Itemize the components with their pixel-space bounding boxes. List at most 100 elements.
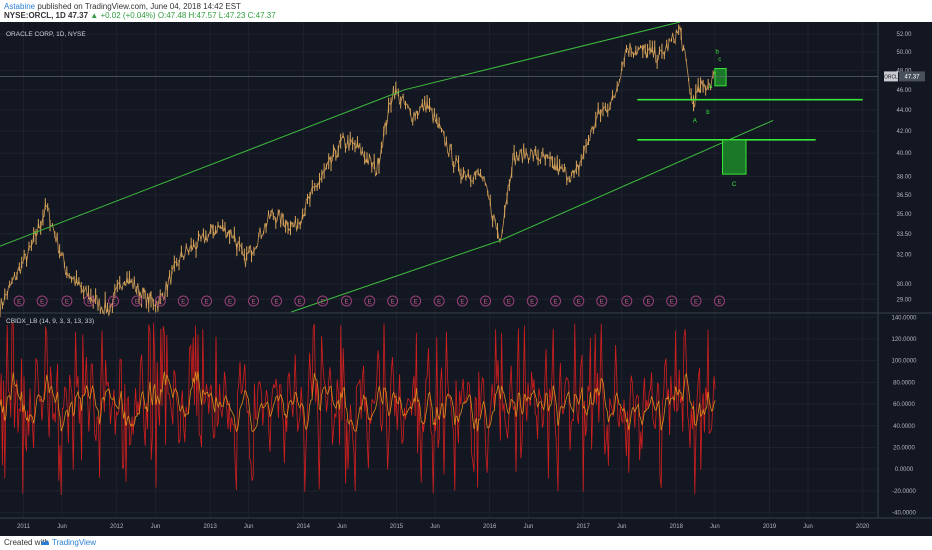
time-axis-tick: 2015 xyxy=(390,524,404,530)
earnings-marker xyxy=(108,295,120,307)
time-axis-tick: Jun xyxy=(524,524,534,530)
earnings-marker xyxy=(177,295,189,307)
symbol-tag: ORCL xyxy=(884,74,898,80)
last-price-box xyxy=(899,71,925,82)
time-axis-tick: Jun xyxy=(57,524,67,530)
price-series-group xyxy=(0,24,717,318)
earnings-marker-label: E xyxy=(646,300,650,306)
earnings-marker-label: E xyxy=(554,300,558,306)
wave-label: a xyxy=(709,84,713,90)
last-price: 47.37 xyxy=(68,11,89,20)
symbol-line: NYSE:ORCL, 1D 47.37 ▲ +0.02 (+0.04%) O:4… xyxy=(4,11,276,20)
earnings-marker xyxy=(433,295,445,307)
price-axis-tick: 48.00 xyxy=(896,68,912,74)
target-zone-box xyxy=(714,68,727,87)
price-axis-tick: 52.00 xyxy=(896,32,912,38)
earnings-marker xyxy=(294,295,306,307)
price-axis-tick: 36.50 xyxy=(896,193,912,199)
indicator-title: CBIDX_LB (14, 9, 3, 3, 13, 33) xyxy=(6,318,94,325)
price-axis-tick: 35.00 xyxy=(896,212,912,218)
indicator-axis-tick: -20.0000 xyxy=(892,489,916,495)
earnings-marker-label: E xyxy=(507,300,511,306)
earnings-marker-label: E xyxy=(625,300,629,306)
earnings-marker-label: E xyxy=(298,300,302,306)
earnings-marker-label: E xyxy=(368,300,372,306)
time-axis-tick: 2014 xyxy=(297,524,311,530)
earnings-marker-label: E xyxy=(135,300,139,306)
symbol-name: NYSE:ORCL, 1D xyxy=(4,11,66,20)
earnings-marker xyxy=(224,295,236,307)
publish-line: Astabine published on TradingView.com, J… xyxy=(4,2,241,11)
earnings-marker-label: E xyxy=(321,300,325,306)
earnings-marker xyxy=(270,295,282,307)
earnings-marker xyxy=(596,295,608,307)
earnings-marker-label: E xyxy=(530,300,534,306)
earnings-marker xyxy=(713,295,725,307)
earnings-marker-label: E xyxy=(484,300,488,306)
time-axis-tick: 2016 xyxy=(483,524,497,530)
price-axis-tick: 46.00 xyxy=(896,88,912,94)
earnings-marker xyxy=(666,295,678,307)
indicator-slow-line xyxy=(0,371,716,433)
earnings-marker xyxy=(201,295,213,307)
indicator-axis-tick: 120.0000 xyxy=(891,337,917,343)
target-zone-box xyxy=(722,139,747,175)
wave-label: A xyxy=(693,119,697,125)
time-axis-tick: 2019 xyxy=(763,524,777,530)
price-axis-tick: 42.00 xyxy=(896,129,912,135)
earnings-marker-label: E xyxy=(344,300,348,306)
time-axis-tick: Jun xyxy=(803,524,813,530)
indicator-axis-tick: -40.0000 xyxy=(892,511,916,517)
price-axis-tick: 30.00 xyxy=(896,282,912,288)
time-axis-tick: 2020 xyxy=(856,524,870,530)
earnings-marker xyxy=(36,295,48,307)
earnings-marker-label: E xyxy=(158,300,162,306)
earnings-marker xyxy=(154,295,166,307)
earnings-marker-label: E xyxy=(460,300,464,306)
created-with-label: Created with xyxy=(4,538,49,547)
earnings-marker xyxy=(456,295,468,307)
time-axis-tick: 2018 xyxy=(670,524,684,530)
earnings-marker xyxy=(83,295,95,307)
tradingview-logo-icon xyxy=(41,540,49,545)
earnings-marker-label: E xyxy=(437,300,441,306)
earnings-marker xyxy=(690,295,702,307)
earnings-marker xyxy=(248,295,260,307)
price-axis-tick: 38.00 xyxy=(896,175,912,181)
wave-label: b xyxy=(706,110,710,116)
indicator-fast-line xyxy=(0,322,716,496)
earnings-marker xyxy=(131,295,143,307)
time-axis-tick: Jun xyxy=(430,524,440,530)
earnings-marker-label: E xyxy=(112,300,116,306)
indicator-axis-tick: 0.0000 xyxy=(895,467,914,473)
indicator-axis-tick: 40.0000 xyxy=(893,424,915,430)
earnings-marker-label: E xyxy=(228,300,232,306)
time-axis-tick: 2012 xyxy=(110,524,124,530)
author-link[interactable]: Astabine xyxy=(4,2,36,11)
earnings-marker xyxy=(387,295,399,307)
time-axis-tick: Jun xyxy=(710,524,720,530)
earnings-marker xyxy=(61,295,73,307)
indicator-axis-tick: 140.0000 xyxy=(891,315,917,321)
tradingview-brand-link[interactable]: TradingView xyxy=(52,538,97,547)
price-axis-tick: 32.00 xyxy=(896,253,912,259)
time-axis-tick: Jun xyxy=(617,524,627,530)
earnings-marker-label: E xyxy=(577,300,581,306)
earnings-marker-label: E xyxy=(65,300,69,306)
earnings-marker-label: E xyxy=(600,300,604,306)
earnings-marker-label: E xyxy=(694,300,698,306)
earnings-marker-label: E xyxy=(717,300,721,306)
time-axis-tick: Jun xyxy=(151,524,161,530)
ohlc-values: O:47.48 H:47.57 L:47.23 C:47.37 xyxy=(157,11,276,20)
wave-label: C xyxy=(732,182,737,188)
time-axis-tick: Jun xyxy=(244,524,254,530)
earnings-marker xyxy=(621,295,633,307)
wave-label: c xyxy=(718,57,721,63)
published-text: published on TradingView.com, June 04, 2… xyxy=(37,2,241,11)
earnings-marker-label: E xyxy=(17,300,21,306)
earnings-marker xyxy=(642,295,654,307)
earnings-marker-label: E xyxy=(391,300,395,306)
symbol-tag-box xyxy=(884,71,898,82)
